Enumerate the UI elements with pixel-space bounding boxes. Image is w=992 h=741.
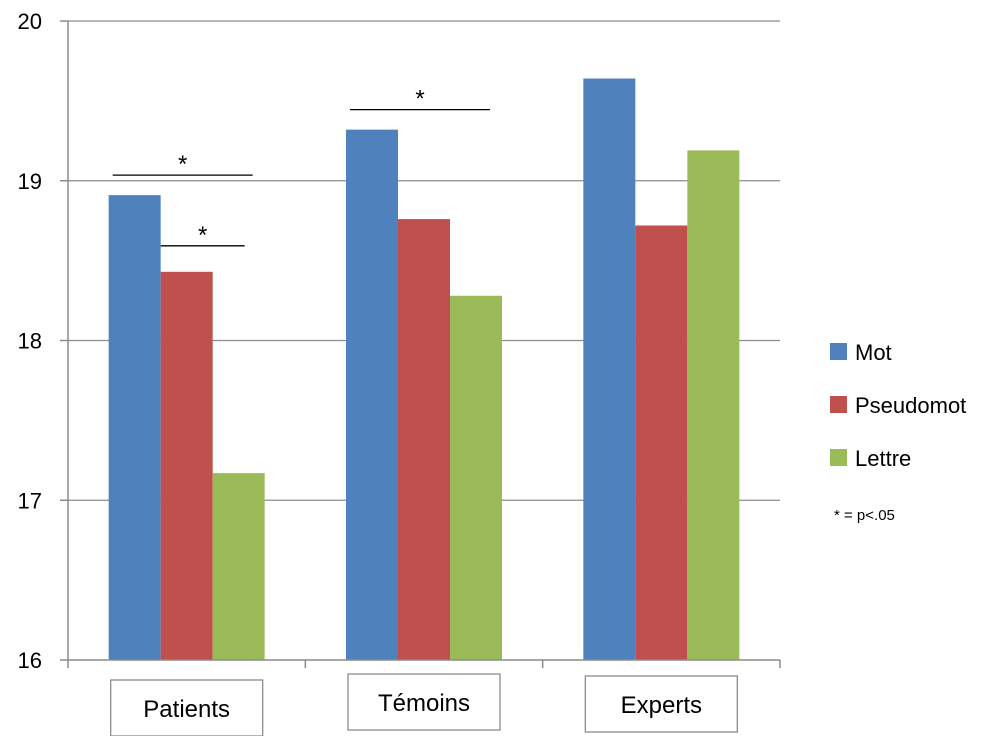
y-axis-tick-labels: 16 17 18 19 20 <box>18 9 42 673</box>
y-tick-label-20: 20 <box>18 9 42 34</box>
bar-temoins-lettre <box>450 295 502 660</box>
bar-patients-mot <box>108 195 161 660</box>
bar-experts-pseudomot <box>635 225 688 661</box>
significance-asterisk-2: * <box>415 86 424 113</box>
legend-significance-note: * = p<.05 <box>834 507 895 524</box>
bar-patients-pseudomot <box>160 271 213 660</box>
y-tick-label-17: 17 <box>18 488 42 513</box>
legend-label-mot: Mot <box>855 340 892 365</box>
category-label-box-patients <box>110 679 264 737</box>
bar-temoins-pseudomot <box>398 219 450 660</box>
legend-swatch-lettre <box>830 449 847 466</box>
legend: Mot Pseudomot Lettre * = p<.05 <box>830 340 966 524</box>
y-tick-label-16: 16 <box>18 648 42 673</box>
significance-asterisk-0: * <box>178 151 187 178</box>
category-label-box-experts <box>584 675 738 733</box>
legend-label-lettre: Lettre <box>855 446 911 471</box>
x-axis-category-labels: Patients Témoins Experts <box>110 673 738 737</box>
bars <box>108 78 740 661</box>
significance-markers: * * * <box>112 86 490 249</box>
category-label-box-temoins <box>347 673 501 731</box>
category-label-patients: Patients <box>143 696 230 723</box>
bar-temoins-mot <box>346 129 398 660</box>
bar-experts-lettre <box>687 150 740 660</box>
y-tick-label-18: 18 <box>18 329 42 354</box>
bar-patients-lettre <box>212 473 265 660</box>
legend-swatch-pseudomot <box>830 396 847 413</box>
y-tick-label-19: 19 <box>18 169 42 194</box>
legend-swatch-mot <box>830 343 847 360</box>
significance-asterisk-1: * <box>198 222 207 249</box>
bar-experts-mot <box>583 78 636 660</box>
legend-label-pseudomot: Pseudomot <box>855 393 966 418</box>
axes <box>60 20 781 668</box>
category-label-experts: Experts <box>621 692 702 719</box>
category-label-temoins: Témoins <box>378 690 470 717</box>
